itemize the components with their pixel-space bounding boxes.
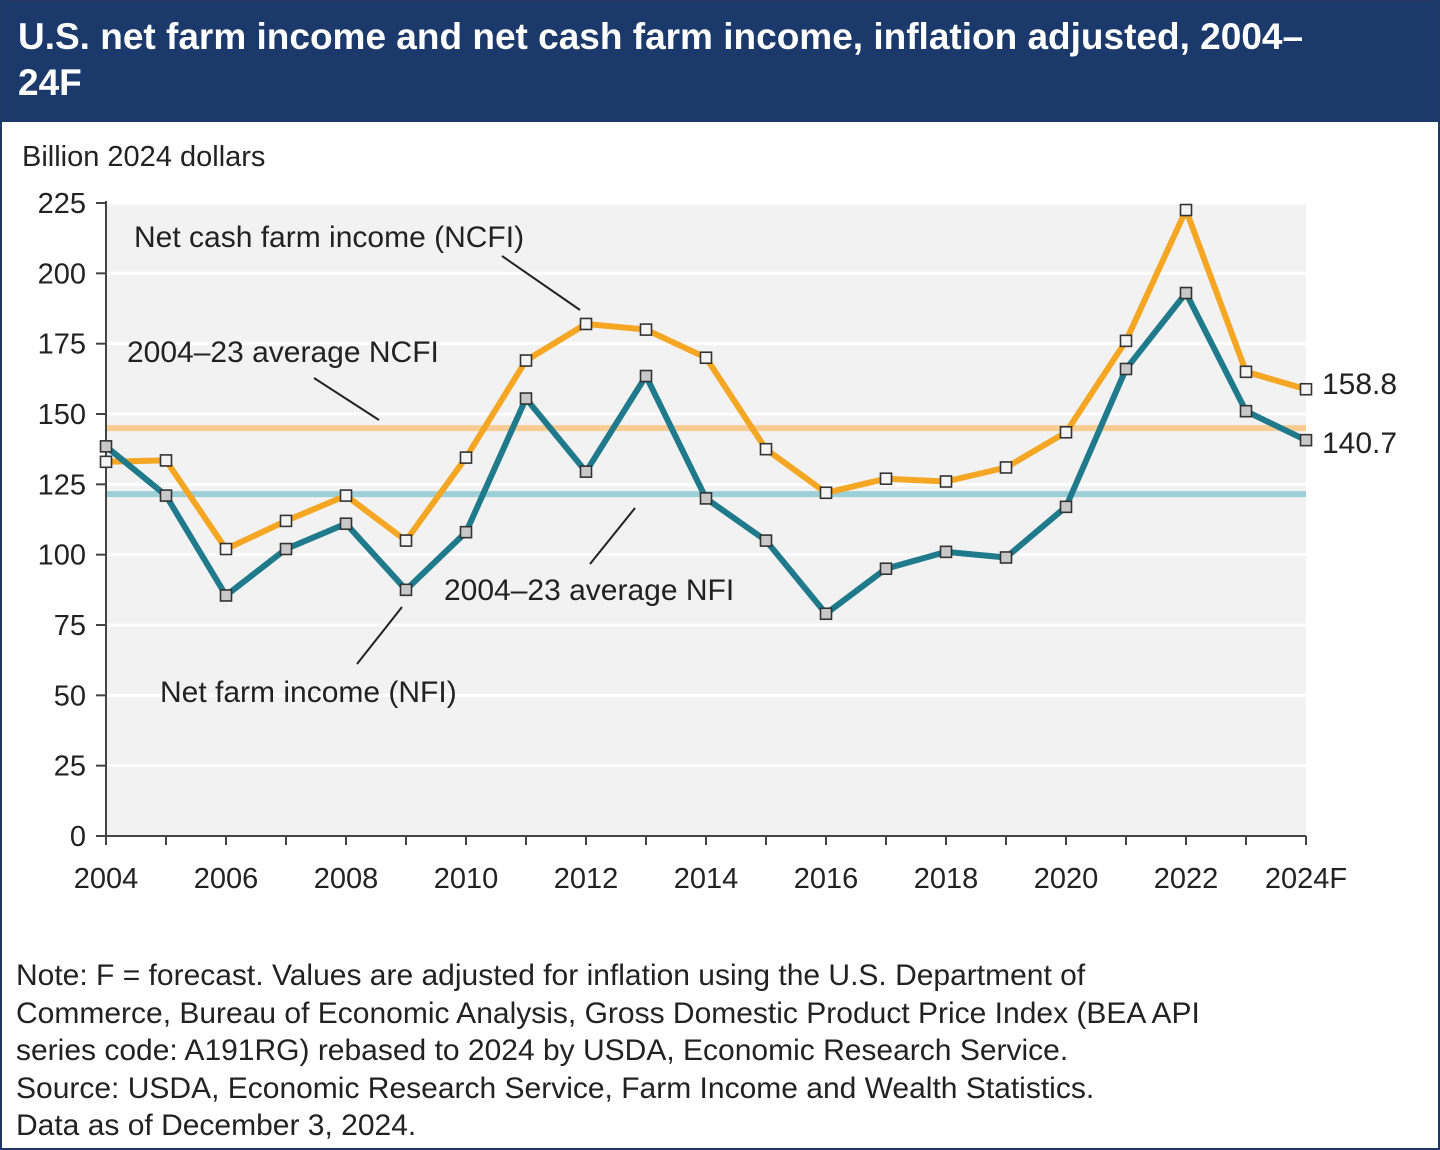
ncfi-data-point (759, 442, 773, 456)
ncfi-data-point (999, 461, 1013, 474)
notes-block: Note: F = forecast. Values are adjusted … (16, 957, 1426, 1145)
x-tick-label: 2014 (674, 863, 739, 895)
ncfi-data-point (639, 323, 653, 336)
ncfi-data-point (99, 455, 113, 469)
y-tick-label: 25 (54, 751, 86, 783)
nfi-data-point (999, 551, 1013, 564)
x-tick-label: 2024F (1265, 863, 1347, 895)
ncfi-data-point (1239, 365, 1253, 379)
chart-title: U.S. net farm income and net cash farm i… (18, 16, 1304, 103)
nfi-data-point (399, 583, 413, 597)
y-tick-label: 225 (38, 188, 86, 220)
nfi-data-point (759, 534, 773, 547)
axes: 0 25 50 75 100 125 150 175 200 225 2004 2006 2008 201… (38, 188, 1348, 895)
y-tick-label: 0 (70, 821, 86, 853)
nfi-data-point (159, 489, 173, 502)
note-line: Note: F = forecast. Values are adjusted … (16, 959, 1086, 992)
ncfi-data-point (459, 451, 473, 464)
nfi-data-point (1059, 500, 1073, 514)
x-tick-label: 2012 (554, 863, 619, 895)
annotations: Net cash farm income (NCFI) 2004–23 aver… (127, 221, 1397, 709)
y-tick-label: 150 (38, 399, 86, 431)
y-tick-label: 200 (38, 258, 86, 290)
ncfi-data-point (519, 354, 533, 367)
nfi-data-point (279, 542, 293, 556)
avg-ncfi-leader (313, 377, 380, 421)
y-tick-label: 125 (38, 469, 86, 501)
ncfi-data-point (1059, 425, 1073, 439)
ncfi-data-point (939, 475, 953, 488)
ncfi-data-point (699, 351, 713, 365)
nfi-end-value-label: 140.7 (1322, 427, 1397, 460)
nfi-data-point (1119, 362, 1133, 376)
nfi-data-point (1239, 404, 1253, 418)
ncfi-data-point (579, 317, 593, 331)
nfi-series-label: Net farm income (NFI) (160, 676, 457, 709)
ncfi-data-point (819, 486, 833, 500)
avg-ncfi-label: 2004–23 average NCFI (127, 336, 439, 369)
ncfi-series-label: Net cash farm income (NCFI) (134, 221, 524, 254)
y-axis-label: Billion 2024 dollars (22, 141, 265, 173)
ncfi-label-leader (501, 255, 581, 311)
nfi-data-point (519, 392, 533, 405)
gridlines (106, 201, 1306, 768)
nfi-data-point (639, 369, 653, 383)
y-tick-label: 75 (54, 610, 86, 642)
nfi-data-point (939, 545, 953, 559)
y-tick-label: 100 (38, 540, 86, 572)
x-tick-label: 2004 (74, 863, 139, 895)
nfi-data-point (579, 465, 593, 478)
ncfi-data-point (159, 454, 173, 467)
nfi-data-point (99, 440, 113, 453)
ncfi-data-point (1179, 203, 1193, 217)
x-tick-label: 2006 (194, 863, 259, 895)
ncfi-data-point (339, 489, 353, 502)
nfi-data-point (459, 525, 473, 539)
ncfi-data-point (1299, 382, 1313, 396)
ncfi-end-value-label: 158.8 (1322, 368, 1397, 401)
ncfi-data-point (879, 472, 893, 486)
line-chart: Billion 2024 dollars 0 25 50 75 100 125 150 175… (22, 141, 1397, 895)
ncfi-data-point (1119, 334, 1133, 348)
ncfi-data-point (219, 542, 233, 556)
data-date-line: Data as of December 3, 2024. (16, 1109, 417, 1142)
data-markers (99, 203, 1313, 621)
nfi-data-point (219, 589, 233, 602)
nfi-label-leader (356, 606, 403, 665)
ncfi-data-point (399, 534, 413, 547)
nfi-data-point (819, 607, 833, 621)
nfi-data-point (339, 517, 353, 531)
x-tick-label: 2022 (1154, 863, 1219, 895)
x-tick-label: 2018 (914, 863, 979, 895)
x-tick-label: 2020 (1034, 863, 1099, 895)
avg-nfi-label: 2004–23 average NFI (444, 574, 734, 607)
source-line: Source: USDA, Economic Research Service,… (16, 1071, 1095, 1105)
plot-area (106, 203, 1306, 836)
x-tick-label: 2008 (314, 863, 379, 895)
y-tick-label: 50 (54, 680, 86, 712)
nfi-data-point (1299, 433, 1313, 447)
y-tick-label: 175 (38, 329, 86, 361)
nfi-data-point (699, 492, 713, 505)
note-line: series code: A191RG) rebased to 2024 by … (16, 1034, 1069, 1067)
nfi-data-point (1179, 286, 1193, 300)
x-tick-label: 2016 (794, 863, 859, 895)
title-bar: U.S. net farm income and net cash farm i… (2, 2, 1438, 122)
nfi-data-point (879, 562, 893, 576)
x-tick-label: 2010 (434, 863, 499, 895)
note-line: Commerce, Bureau of Economic Analysis, G… (16, 996, 1200, 1030)
avg-nfi-leader (589, 507, 636, 565)
ncfi-data-point (279, 514, 293, 528)
